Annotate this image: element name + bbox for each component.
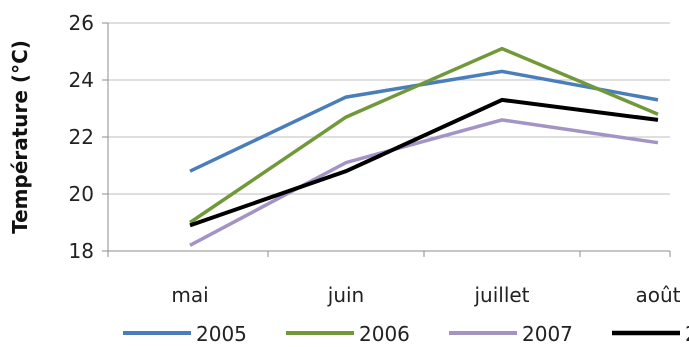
- y-tick-label: 18: [69, 239, 94, 263]
- series-lines: [189, 46, 659, 247]
- legend: 2005 2006 2007 2008: [123, 322, 689, 346]
- x-tick-label: août: [635, 283, 680, 307]
- y-tick-label: 24: [69, 68, 94, 92]
- x-tick-label: juin: [327, 283, 364, 307]
- series-line-2008: [189, 97, 659, 228]
- x-tick-label: juillet: [473, 283, 529, 307]
- x-tick-label: mai: [171, 283, 208, 307]
- legend-label-2005: 2005: [196, 322, 247, 346]
- y-tick-label: 26: [69, 11, 94, 35]
- y-tick-label: 22: [69, 125, 94, 149]
- y-tick-label: 20: [69, 182, 94, 206]
- series-line-2007: [189, 118, 659, 247]
- legend-label-2007: 2007: [522, 322, 573, 346]
- y-axis-title: Température (°C): [8, 40, 32, 234]
- axes: 18 20 22 24 26 mai juin juillet août Température …: [8, 11, 681, 307]
- legend-label-2006: 2006: [359, 322, 410, 346]
- legend-label-2008: 2008: [685, 322, 689, 346]
- series-line-2006: [189, 46, 659, 224]
- gridlines: [108, 22, 670, 252]
